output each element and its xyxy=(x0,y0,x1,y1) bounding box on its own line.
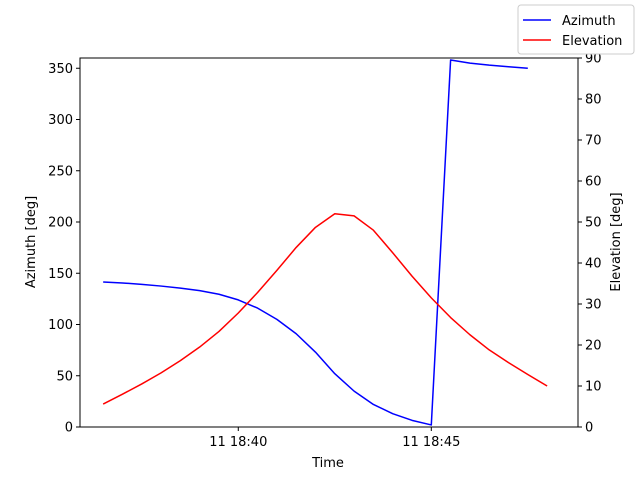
plot-frame xyxy=(79,57,579,428)
left-y-tick-label: 0 xyxy=(65,421,73,436)
right-y-tick-label: 50 xyxy=(585,216,602,231)
right-y-tick-label: 0 xyxy=(585,421,593,436)
right-y-axis-label: Elevation [deg] xyxy=(609,192,624,291)
right-y-tick-label: 90 xyxy=(585,52,602,67)
left-y-tick-label: 200 xyxy=(48,216,73,231)
right-y-tick-label: 20 xyxy=(585,339,602,354)
x-tick-label: 11 18:45 xyxy=(402,435,460,450)
series-line-elevation xyxy=(102,213,548,405)
right-y-tick-label: 40 xyxy=(585,257,602,272)
legend-label-azimuth: Azimuth xyxy=(562,14,616,29)
right-y-tick-label: 60 xyxy=(585,175,602,190)
legend: Azimuth Elevation xyxy=(517,4,635,55)
right-y-tick-label: 70 xyxy=(585,134,602,149)
x-axis-label: Time xyxy=(311,456,344,471)
right-y-tick-label: 80 xyxy=(585,93,602,108)
left-y-axis: 0 50 100 150 200 250 300 350 xyxy=(48,62,80,436)
series-layer xyxy=(102,59,548,426)
left-y-tick-label: 250 xyxy=(48,164,73,179)
left-y-tick-label: 350 xyxy=(48,62,73,77)
left-y-tick-label: 100 xyxy=(48,318,73,333)
left-y-axis-label: Azimuth [deg] xyxy=(24,196,39,288)
left-y-tick-label: 50 xyxy=(56,369,73,384)
left-y-tick-label: 300 xyxy=(48,113,73,128)
legend-label-elevation: Elevation xyxy=(562,34,622,49)
right-y-tick-label: 10 xyxy=(585,380,602,395)
left-y-tick-label: 150 xyxy=(48,267,73,282)
x-tick-label: 11 18:40 xyxy=(209,435,267,450)
right-y-tick-label: 30 xyxy=(585,298,602,313)
legend-box xyxy=(517,4,635,55)
x-axis: 11 18:40 11 18:45 xyxy=(209,427,460,450)
right-y-axis: 0 10 20 30 40 50 60 70 80 90 xyxy=(578,52,602,436)
series-line-azimuth xyxy=(103,59,528,426)
